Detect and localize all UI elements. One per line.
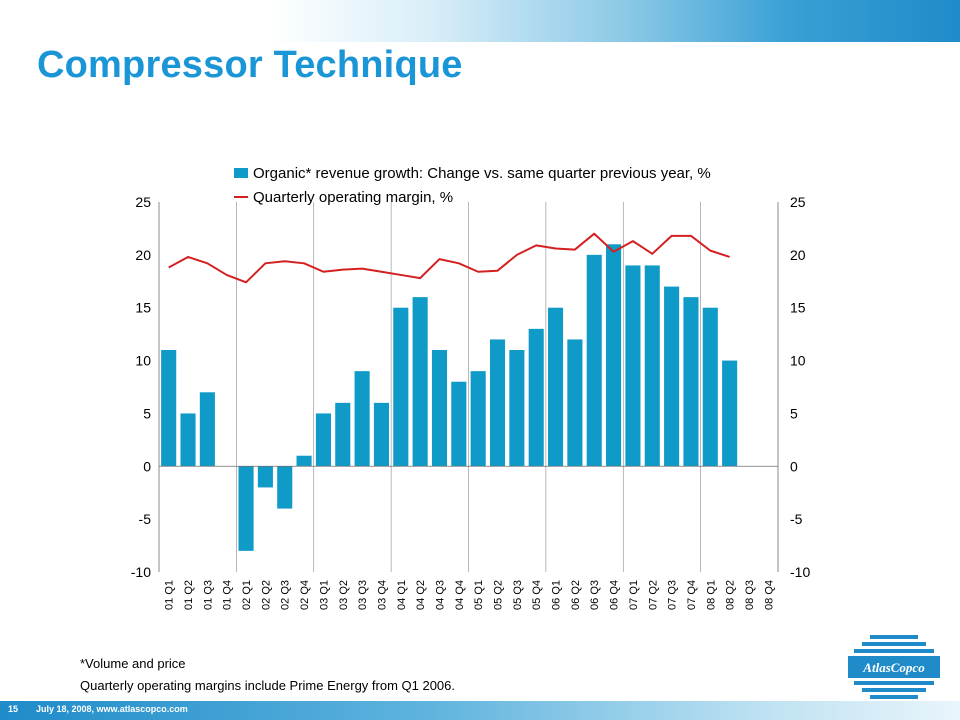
bar-08-q1	[702, 307, 718, 467]
bar-03-q2	[335, 402, 351, 467]
bar-01-q3	[199, 392, 215, 467]
x-tick-label: 02 Q1	[241, 580, 253, 610]
footer-band	[0, 701, 960, 720]
footnote-volume-price: *Volume and price	[80, 656, 186, 671]
x-tick-label: 05 Q4	[531, 580, 543, 610]
x-tick-label: 03 Q4	[376, 580, 388, 610]
bar-05-q2	[489, 339, 506, 467]
bar-02-q2	[257, 466, 273, 488]
right-tick-label: 20	[790, 247, 806, 263]
bar-04-q2	[412, 297, 428, 467]
x-tick-label: 08 Q3	[744, 580, 756, 610]
bar-06-q1	[548, 307, 564, 467]
left-tick-label: -10	[131, 564, 151, 580]
right-tick-label: 5	[790, 405, 798, 421]
header-band	[0, 0, 960, 42]
right-tick-label: -10	[790, 564, 810, 580]
bar-06-q2	[567, 339, 583, 467]
x-tick-label: 07 Q1	[628, 580, 640, 610]
left-tick-label: 5	[143, 405, 151, 421]
bar-01-q1	[161, 350, 177, 467]
combo-chart: Organic* revenue growth: Change vs. same…	[131, 165, 811, 610]
legend-bar-label: Organic* revenue growth: Change vs. same…	[253, 165, 711, 182]
bar-03-q3	[354, 371, 370, 467]
atlas-copco-logo: AtlasCopco	[848, 635, 940, 699]
x-tick-label: 06 Q3	[589, 580, 601, 610]
right-tick-label: 15	[790, 300, 806, 316]
bar-04-q1	[393, 307, 409, 467]
x-tick-label: 06 Q2	[570, 580, 582, 610]
bar-02-q1	[238, 466, 254, 551]
footer-date-url: July 18, 2008, www.atlascopco.com	[36, 704, 188, 714]
right-tick-label: 10	[790, 353, 806, 369]
operating-margin-line	[168, 232, 730, 284]
page-number: 15	[8, 704, 19, 714]
right-tick-label: -5	[790, 511, 803, 527]
x-tick-label: 08 Q1	[705, 580, 717, 610]
right-axis-ticks: 25 20 15 10 5 0 -5 -10	[790, 194, 810, 580]
bar-05-q1	[470, 371, 486, 467]
x-tick-label: 02 Q2	[260, 580, 272, 610]
bar-03-q4	[373, 402, 389, 467]
x-tick-label: 08 Q4	[763, 580, 775, 610]
x-tick-label: 03 Q1	[318, 580, 330, 610]
x-tick-label: 04 Q3	[434, 580, 446, 610]
legend-bar-swatch	[234, 168, 248, 178]
bar-04-q4	[451, 381, 467, 467]
x-tick-label: 06 Q4	[609, 580, 621, 610]
x-tick-label: 07 Q2	[647, 580, 659, 610]
left-tick-label: 15	[135, 300, 151, 316]
bar-03-q1	[315, 413, 331, 467]
x-tick-label: 07 Q4	[686, 580, 698, 610]
bar-07-q2	[644, 265, 660, 467]
page-title: Compressor Technique	[37, 44, 463, 86]
x-axis-ticks: 01 Q1 01 Q2 01 Q3 01 Q4 02 Q1 02 Q2 02 Q3 02 Q4…	[164, 580, 776, 610]
x-tick-label: 05 Q2	[493, 580, 505, 610]
bar-04-q3	[431, 350, 448, 467]
bar-06-q3	[586, 254, 602, 467]
bar-08-q2	[722, 360, 738, 467]
x-tick-label: 03 Q2	[338, 580, 350, 610]
legend-line-label: Quarterly operating margin, %	[253, 189, 453, 206]
x-tick-label: 07 Q3	[667, 580, 679, 610]
x-tick-label: 05 Q3	[512, 580, 524, 610]
bar-02-q3	[277, 466, 293, 509]
footnote-operating-margin: Quarterly operating margins include Prim…	[80, 678, 456, 693]
left-tick-label: 25	[135, 194, 151, 210]
bar-07-q4	[683, 297, 699, 467]
x-tick-label: 01 Q4	[222, 580, 234, 610]
x-tick-label: 01 Q1	[164, 580, 176, 610]
bar-05-q3	[509, 350, 525, 467]
x-tick-label: 01 Q2	[183, 580, 195, 610]
right-tick-label: 25	[790, 194, 806, 210]
logo-text: AtlasCopco	[862, 660, 925, 675]
x-tick-label: 04 Q1	[396, 580, 408, 610]
left-tick-label: -5	[139, 511, 152, 527]
x-tick-label: 01 Q3	[202, 580, 214, 610]
x-tick-label: 04 Q4	[454, 580, 466, 610]
bar-07-q1	[625, 265, 641, 467]
x-tick-label: 05 Q1	[473, 580, 485, 610]
left-axis-ticks: 25 20 15 10 5 0 -5 -10	[131, 194, 151, 580]
x-tick-label: 02 Q3	[280, 580, 292, 610]
x-tick-label: 02 Q4	[299, 580, 311, 610]
x-tick-label: 04 Q2	[415, 580, 427, 610]
bar-01-q2	[180, 413, 196, 467]
line-series	[168, 232, 730, 284]
bar-05-q4	[528, 328, 544, 467]
chart-legend: Organic* revenue growth: Change vs. same…	[234, 165, 711, 206]
right-tick-label: 0	[790, 458, 798, 474]
left-tick-label: 20	[135, 247, 151, 263]
bar-series	[161, 244, 738, 551]
x-tick-label: 08 Q2	[725, 580, 737, 610]
x-tick-label: 03 Q3	[357, 580, 369, 610]
bar-06-q4	[606, 244, 622, 467]
bar-02-q4	[296, 455, 312, 467]
bar-07-q3	[664, 286, 680, 467]
left-tick-label: 0	[143, 458, 151, 474]
left-tick-label: 10	[135, 353, 151, 369]
axes	[158, 202, 779, 572]
x-tick-label: 06 Q1	[551, 580, 563, 610]
grid-lines	[236, 202, 701, 572]
